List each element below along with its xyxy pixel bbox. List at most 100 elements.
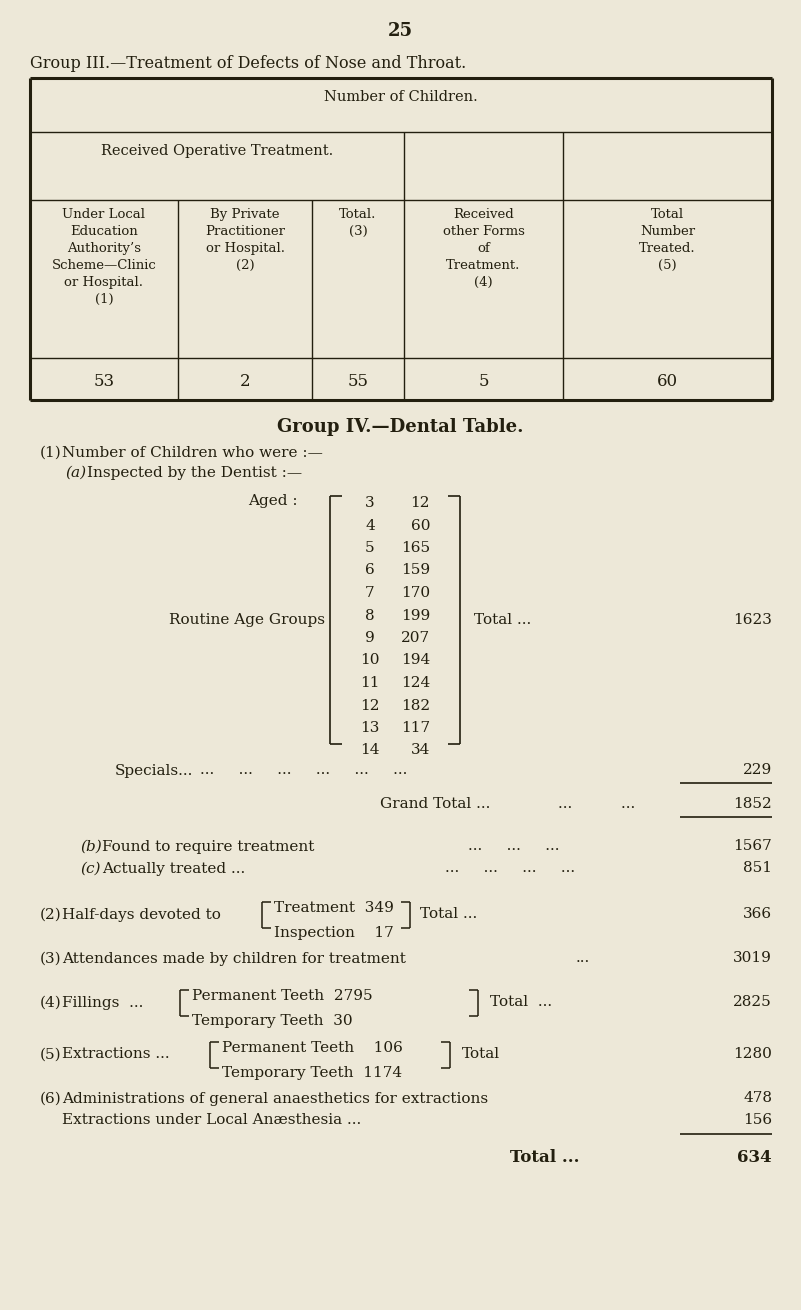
Text: Treated.: Treated.: [639, 242, 696, 255]
Text: Attendances made by children for treatment: Attendances made by children for treatme…: [62, 951, 406, 965]
Text: (3): (3): [40, 951, 62, 965]
Text: 5: 5: [478, 373, 489, 390]
Text: ...     ...     ...     ...: ... ... ... ...: [445, 862, 575, 875]
Text: (4): (4): [474, 276, 493, 290]
Text: ...: ...: [576, 951, 590, 965]
Text: 10: 10: [360, 654, 380, 668]
Text: (c): (c): [80, 862, 100, 875]
Text: (4): (4): [40, 996, 62, 1010]
Text: Practitioner: Practitioner: [205, 225, 285, 238]
Text: 366: 366: [743, 908, 772, 921]
Text: 3: 3: [365, 496, 375, 510]
Text: Actually treated ...: Actually treated ...: [102, 862, 245, 875]
Text: (6): (6): [40, 1091, 62, 1106]
Text: 12: 12: [410, 496, 430, 510]
Text: 6: 6: [365, 563, 375, 578]
Text: Scheme—Clinic: Scheme—Clinic: [51, 259, 156, 272]
Text: Treatment.: Treatment.: [446, 259, 521, 272]
Text: Total  ...: Total ...: [490, 996, 552, 1010]
Text: Inspected by the Dentist :—: Inspected by the Dentist :—: [87, 466, 302, 479]
Text: 194: 194: [400, 654, 430, 668]
Text: Received: Received: [453, 208, 514, 221]
Text: other Forms: other Forms: [443, 225, 525, 238]
Text: 207: 207: [400, 631, 430, 645]
Text: Found to require treatment: Found to require treatment: [102, 840, 314, 854]
Text: Education: Education: [70, 225, 138, 238]
Text: (b): (b): [80, 840, 102, 854]
Text: Permanent Teeth    106: Permanent Teeth 106: [222, 1041, 403, 1056]
Text: 229: 229: [743, 764, 772, 778]
Text: 34: 34: [411, 744, 430, 757]
Text: 851: 851: [743, 862, 772, 875]
Text: Grand Total ...: Grand Total ...: [380, 798, 490, 811]
Text: Specials...: Specials...: [115, 764, 193, 778]
Text: Temporary Teeth  30: Temporary Teeth 30: [192, 1014, 352, 1027]
Text: 165: 165: [400, 541, 430, 555]
Text: Number: Number: [640, 225, 695, 238]
Text: Half-days devoted to: Half-days devoted to: [62, 908, 221, 921]
Text: or Hospital.: or Hospital.: [206, 242, 284, 255]
Text: Total ...: Total ...: [510, 1149, 579, 1166]
Text: 2: 2: [239, 373, 250, 390]
Text: 634: 634: [738, 1149, 772, 1166]
Text: 199: 199: [400, 609, 430, 622]
Text: Extractions ...: Extractions ...: [62, 1048, 170, 1061]
Text: 1623: 1623: [733, 613, 772, 626]
Text: 60: 60: [657, 373, 678, 390]
Text: of: of: [477, 242, 490, 255]
Text: 7: 7: [365, 586, 375, 600]
Text: Received Operative Treatment.: Received Operative Treatment.: [101, 144, 333, 159]
Text: (5): (5): [658, 259, 677, 272]
Text: Total ...: Total ...: [474, 613, 531, 626]
Text: Aged :: Aged :: [248, 494, 298, 508]
Text: 14: 14: [360, 744, 380, 757]
Text: 1280: 1280: [733, 1048, 772, 1061]
Text: 53: 53: [94, 373, 115, 390]
Text: 159: 159: [400, 563, 430, 578]
Text: 156: 156: [743, 1114, 772, 1128]
Text: Routine Age Groups: Routine Age Groups: [169, 613, 325, 626]
Text: 182: 182: [400, 698, 430, 713]
Text: Treatment  349: Treatment 349: [274, 901, 394, 916]
Text: 170: 170: [400, 586, 430, 600]
Text: 60: 60: [410, 519, 430, 532]
Text: 25: 25: [388, 22, 413, 41]
Text: (5): (5): [40, 1048, 62, 1061]
Text: 1852: 1852: [733, 798, 772, 811]
Text: Group III.—Treatment of Defects of Nose and Throat.: Group III.—Treatment of Defects of Nose …: [30, 55, 466, 72]
Text: Inspection    17: Inspection 17: [274, 925, 394, 939]
Text: 124: 124: [400, 676, 430, 690]
Text: (2): (2): [235, 259, 254, 272]
Text: 478: 478: [743, 1091, 772, 1106]
Text: By Private: By Private: [210, 208, 280, 221]
Text: 12: 12: [360, 698, 380, 713]
Text: ...     ...     ...: ... ... ...: [468, 840, 560, 854]
Text: ...          ...: ... ...: [558, 798, 635, 811]
Text: 5: 5: [365, 541, 375, 555]
Text: (1): (1): [95, 293, 113, 307]
Text: Total: Total: [651, 208, 684, 221]
Text: 3019: 3019: [733, 951, 772, 965]
Text: Extractions under Local Anæsthesia ...: Extractions under Local Anæsthesia ...: [62, 1114, 361, 1128]
Text: Total: Total: [462, 1048, 500, 1061]
Text: Fillings  ...: Fillings ...: [62, 996, 143, 1010]
Text: (3): (3): [348, 225, 368, 238]
Text: (2): (2): [40, 908, 62, 921]
Text: 117: 117: [400, 721, 430, 735]
Text: 55: 55: [348, 373, 368, 390]
Text: Under Local: Under Local: [62, 208, 146, 221]
Text: Number of Children who were :—: Number of Children who were :—: [62, 445, 323, 460]
Text: or Hospital.: or Hospital.: [65, 276, 143, 290]
Text: Group IV.—Dental Table.: Group IV.—Dental Table.: [277, 418, 523, 436]
Text: (1): (1): [40, 445, 62, 460]
Text: 9: 9: [365, 631, 375, 645]
Text: Temporary Teeth  1174: Temporary Teeth 1174: [222, 1065, 402, 1079]
Text: Total.: Total.: [340, 208, 376, 221]
Text: Total ...: Total ...: [420, 908, 477, 921]
Text: 4: 4: [365, 519, 375, 532]
Text: Number of Children.: Number of Children.: [324, 90, 478, 103]
Text: 1567: 1567: [733, 840, 772, 854]
Text: 13: 13: [360, 721, 380, 735]
Text: Permanent Teeth  2795: Permanent Teeth 2795: [192, 989, 372, 1003]
Text: 2825: 2825: [733, 996, 772, 1010]
